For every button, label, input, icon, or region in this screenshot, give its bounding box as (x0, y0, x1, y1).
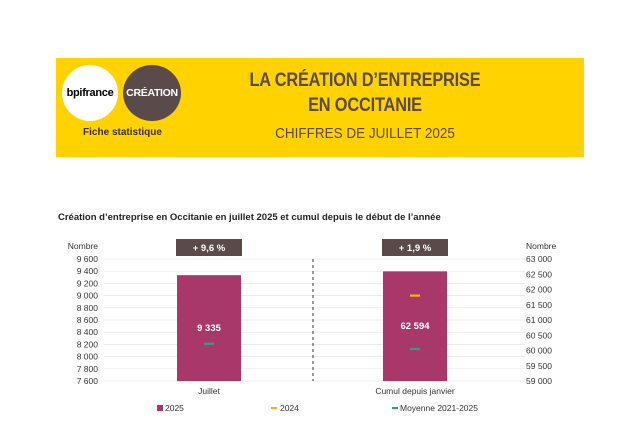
bar-2025 (383, 271, 447, 381)
bar-value-label: 9 335 (197, 323, 221, 334)
growth-badge-label: + 9,6 % (193, 243, 226, 254)
left-tick-label: 9 600 (77, 254, 99, 264)
growth-badge-label: + 1,9 % (399, 243, 432, 254)
page-title-line2: EN OCCITANIE (308, 95, 422, 116)
fiche-statistique-label: Fiche statistique (83, 127, 162, 138)
bar-2025 (177, 275, 241, 381)
right-axis-label: Nombre (526, 241, 557, 251)
right-tick-label: 61 500 (526, 300, 552, 310)
left-tick-label: 8 400 (77, 327, 99, 337)
creation-logo: CRÉATION (123, 65, 181, 121)
left-tick-label: 7 600 (77, 376, 99, 386)
legend-swatch-2025 (157, 405, 163, 411)
category-label: Juillet (198, 386, 220, 396)
right-tick-label: 63 000 (526, 254, 552, 264)
bpifrance-logo: bpifrance (62, 65, 118, 121)
left-tick-label: 8 600 (77, 315, 99, 325)
right-tick-label: 59 000 (526, 376, 552, 386)
left-tick-label: 9 000 (77, 291, 99, 301)
left-tick-label: 9 400 (77, 266, 99, 276)
growth-badge (176, 239, 242, 256)
right-tick-label: 62 000 (526, 285, 552, 295)
page-subtitle: CHIFFRES DE JUILLET 2025 (275, 125, 455, 142)
chart-title: Création d’entreprise en Occitanie en ju… (58, 212, 441, 223)
right-tick-label: 61 000 (526, 315, 552, 325)
right-tick-label: 59 500 (526, 361, 552, 371)
category-label: Cumul depuis janvier (375, 386, 455, 396)
page-title-line1: LA CRÉATION D’ENTREPRISE (249, 70, 481, 91)
legend-label-2025: 2025 (165, 403, 184, 413)
left-axis-label: Nombre (68, 241, 99, 251)
left-tick-label: 8 000 (77, 352, 99, 362)
left-tick-label: 8 200 (77, 339, 99, 349)
left-tick-label: 7 800 (77, 364, 99, 374)
legend-label-2024: 2024 (280, 403, 299, 413)
right-tick-label: 62 500 (526, 269, 552, 279)
right-tick-label: 60 500 (526, 330, 552, 340)
legend-label-average: Moyenne 2021-2025 (400, 403, 478, 413)
left-tick-label: 8 800 (77, 303, 99, 313)
right-tick-label: 60 000 (526, 346, 552, 356)
bar-value-label: 62 594 (400, 321, 430, 332)
left-tick-label: 9 200 (77, 278, 99, 288)
growth-badge (382, 239, 448, 256)
